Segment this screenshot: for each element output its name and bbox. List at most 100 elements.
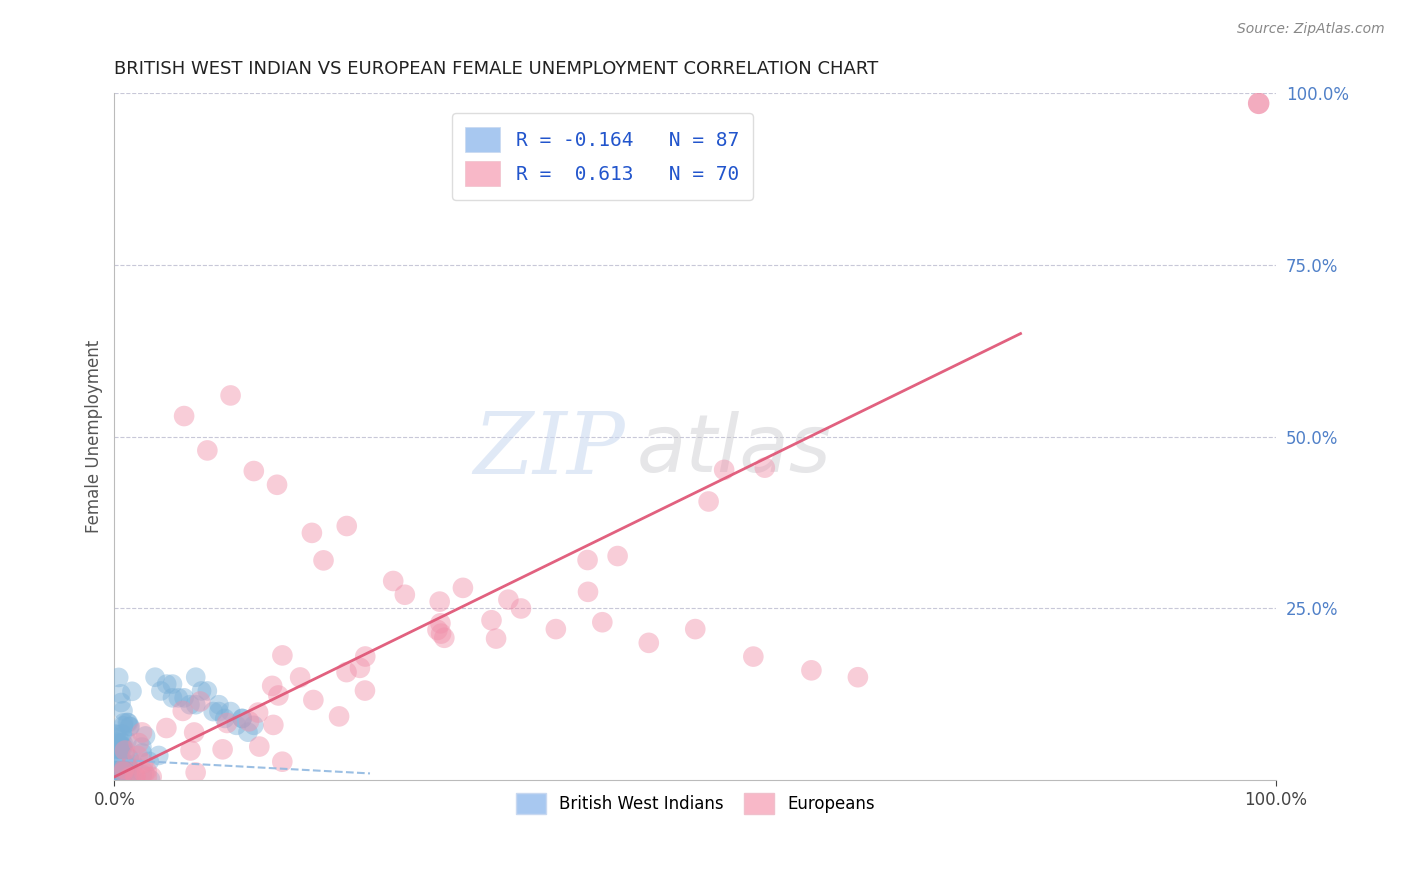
Point (354, 649, 377, 664)
Point (138, 755, 160, 769)
Point (125, 770, 148, 784)
Point (112, 715, 135, 730)
Point (208, 698, 231, 712)
Legend: British West Indians, Europeans: British West Indians, Europeans (506, 783, 884, 823)
Point (118, 751, 141, 765)
Point (231, 711, 253, 725)
Point (134, 765, 156, 780)
Point (139, 772, 162, 787)
Point (111, 765, 134, 780)
Point (110, 696, 132, 710)
Point (742, 649, 765, 664)
Point (247, 706, 270, 720)
Point (131, 725, 153, 739)
Point (202, 705, 225, 719)
Point (117, 758, 139, 772)
Point (167, 690, 190, 705)
Point (713, 463, 735, 477)
Point (118, 770, 141, 784)
Point (115, 734, 138, 748)
Point (108, 772, 131, 787)
Point (128, 736, 150, 750)
Point (328, 709, 350, 723)
Point (107, 670, 129, 684)
Point (148, 748, 170, 763)
Point (231, 711, 253, 725)
Point (190, 684, 212, 698)
Point (683, 622, 706, 636)
Point (107, 754, 129, 768)
Point (117, 715, 139, 730)
Point (110, 751, 132, 765)
Point (195, 443, 218, 458)
Point (107, 756, 129, 770)
Point (108, 737, 131, 751)
Point (262, 718, 284, 732)
Text: ZIP: ZIP (474, 409, 626, 491)
Point (131, 746, 153, 760)
Point (312, 553, 335, 567)
Point (155, 721, 177, 735)
Point (243, 464, 266, 478)
Point (236, 725, 259, 739)
Point (430, 626, 453, 640)
Point (173, 690, 195, 705)
Point (426, 623, 449, 637)
Point (1247, 96, 1270, 111)
Point (195, 684, 218, 698)
Point (172, 704, 194, 718)
Point (143, 670, 166, 684)
Point (188, 694, 211, 708)
Point (135, 764, 157, 778)
Point (429, 616, 451, 631)
Point (349, 661, 371, 675)
Point (179, 698, 201, 712)
Point (124, 769, 146, 783)
Point (262, 679, 284, 693)
Point (108, 743, 131, 757)
Point (247, 739, 270, 754)
Point (162, 690, 184, 705)
Point (211, 742, 233, 756)
Point (105, 769, 128, 783)
Point (156, 677, 179, 691)
Point (111, 772, 134, 787)
Point (120, 772, 142, 787)
Point (104, 727, 127, 741)
Point (335, 665, 357, 679)
Point (141, 770, 163, 784)
Point (107, 736, 129, 750)
Point (111, 704, 134, 718)
Point (208, 705, 231, 719)
Point (108, 764, 131, 779)
Point (121, 684, 143, 698)
Point (544, 622, 567, 636)
Point (114, 765, 136, 780)
Point (104, 762, 127, 776)
Point (110, 763, 132, 777)
Point (800, 664, 823, 678)
Point (510, 601, 533, 615)
Point (225, 718, 247, 732)
Point (301, 525, 323, 540)
Point (112, 719, 135, 733)
Point (110, 687, 132, 701)
Point (111, 772, 134, 787)
Point (134, 729, 156, 743)
Point (498, 592, 520, 607)
Point (107, 759, 129, 773)
Point (112, 760, 135, 774)
Point (118, 760, 141, 774)
Point (354, 683, 377, 698)
Point (131, 767, 153, 781)
Point (108, 747, 131, 762)
Point (336, 519, 359, 533)
Point (382, 574, 405, 588)
Point (433, 631, 456, 645)
Point (591, 615, 613, 630)
Point (114, 743, 136, 757)
Point (214, 711, 236, 725)
Point (110, 759, 132, 773)
Point (485, 632, 508, 646)
Text: Source: ZipAtlas.com: Source: ZipAtlas.com (1237, 22, 1385, 37)
